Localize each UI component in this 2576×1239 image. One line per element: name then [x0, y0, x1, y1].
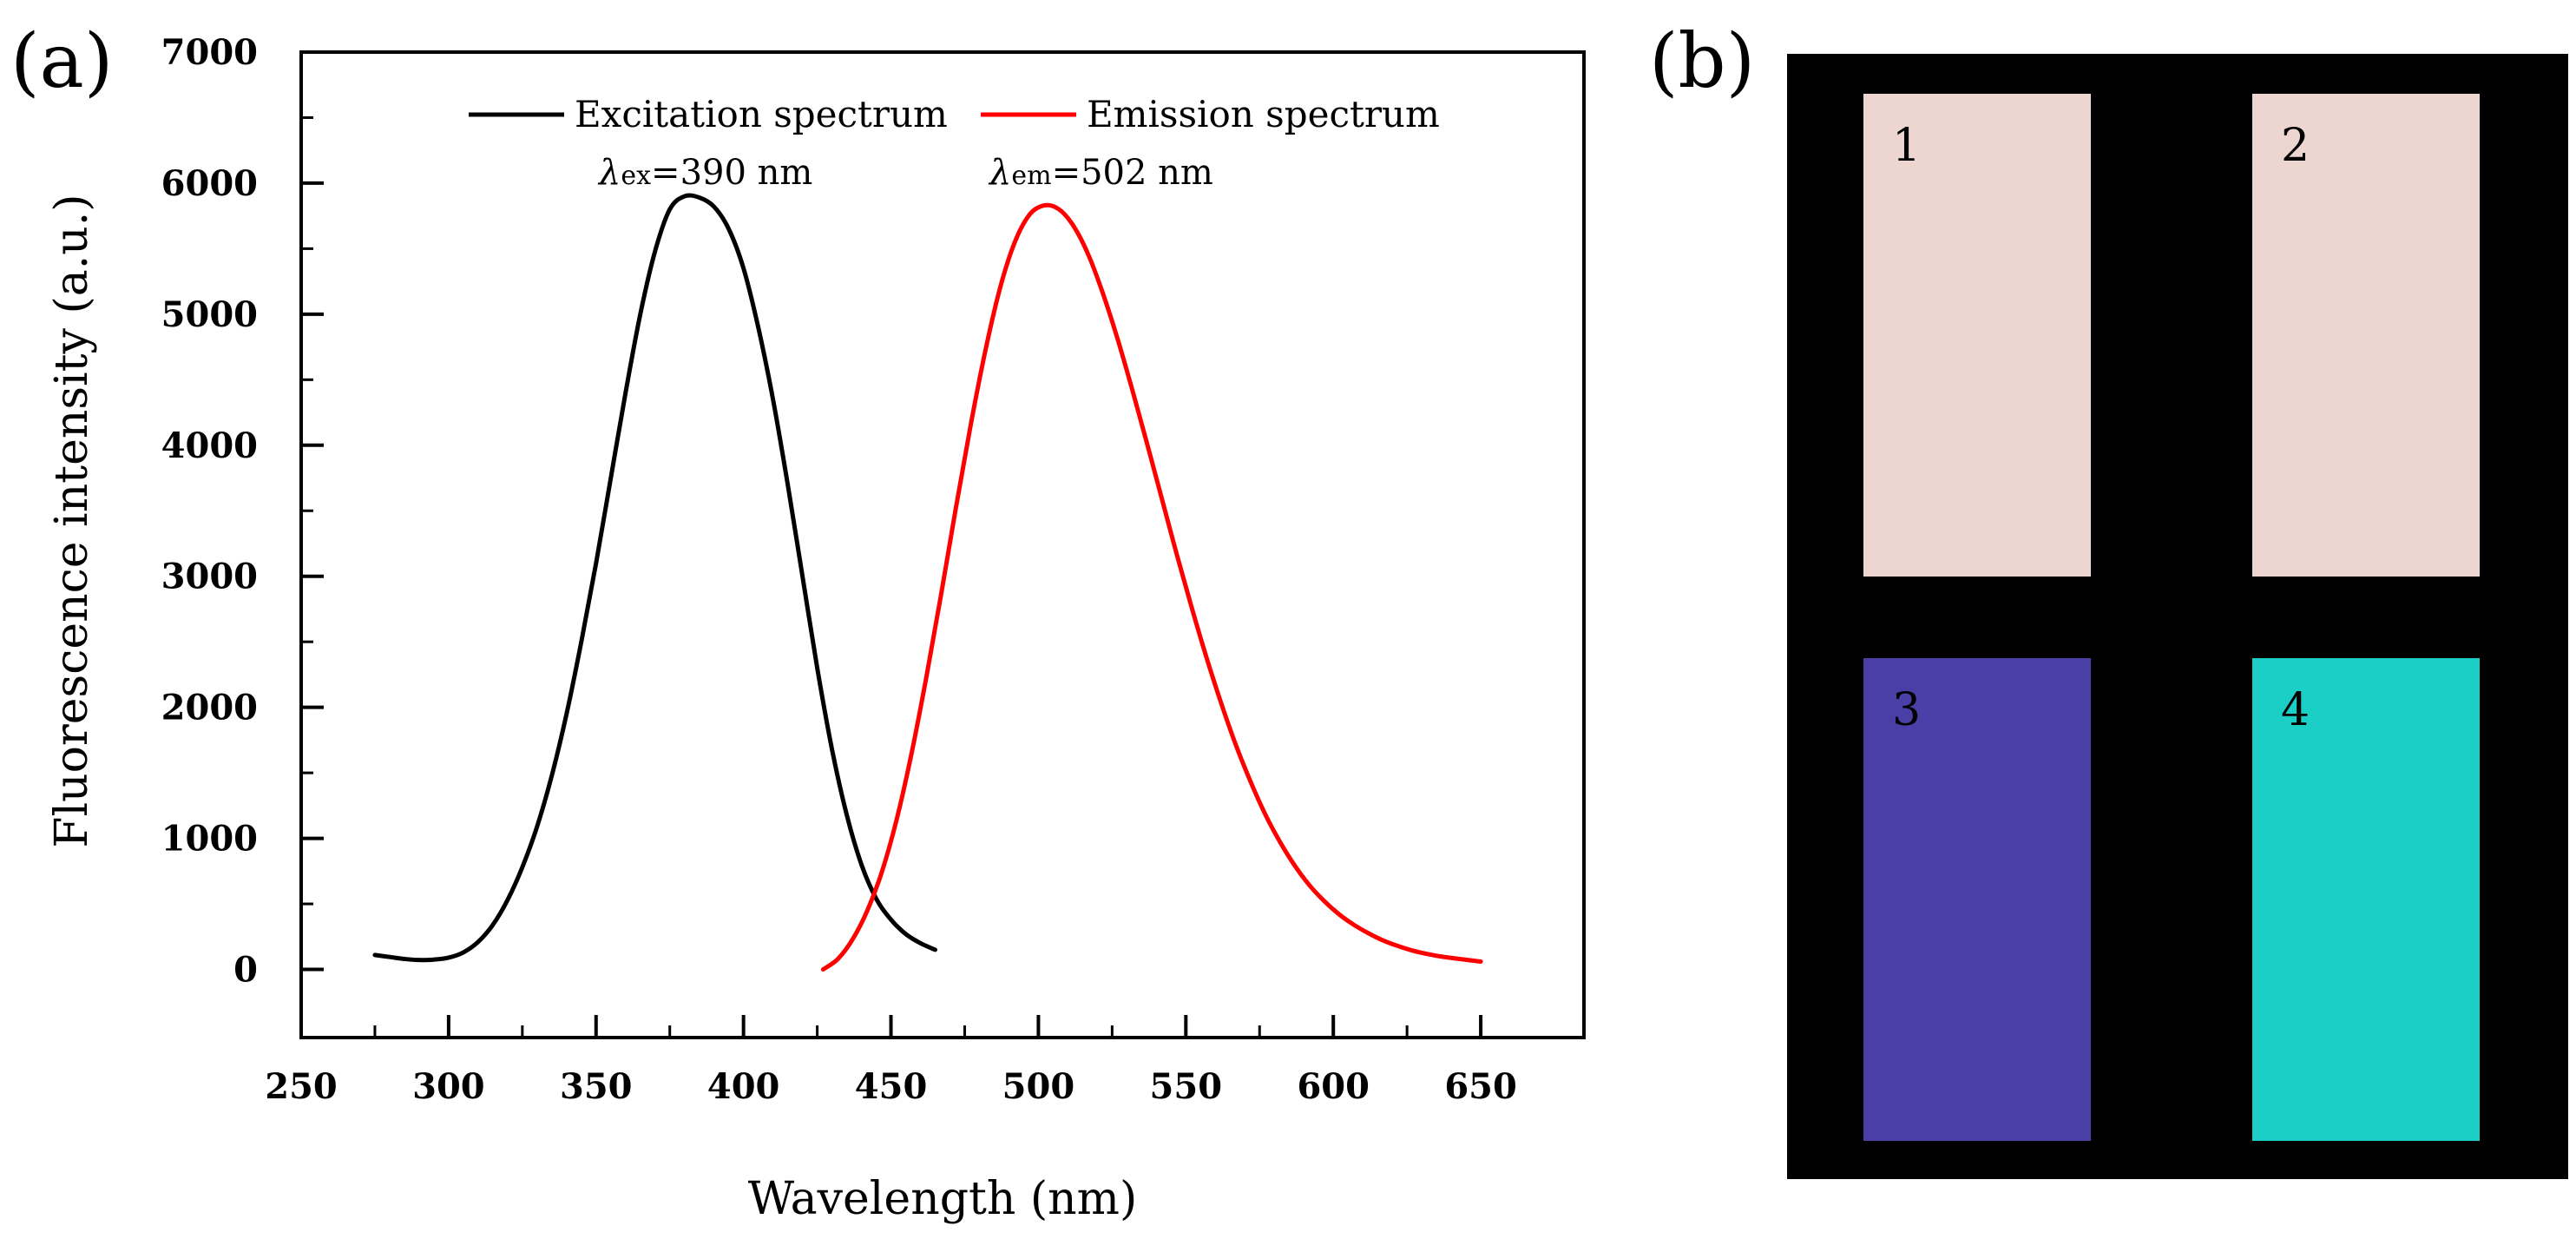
y-tick-label: 7000 [161, 32, 258, 73]
y-tick-label: 6000 [161, 163, 258, 204]
sample-card-4-label: 4 [2281, 684, 2310, 736]
panel-a-label: (a) [10, 18, 113, 105]
legend: Excitation spectrum Emission spectrum [469, 93, 1440, 135]
sample-photo: 1 2 3 4 [1787, 54, 2568, 1179]
y-axis-title: Fluorescence intensity (a.u.) [46, 194, 98, 847]
spectrum-chart: 250 300 350 400 450 500 550 600 650 0 1000 2000 300… [46, 32, 1586, 1225]
annotation-symbol: λ [597, 153, 621, 193]
y-axis: 0 1000 2000 3000 4000 5000 6000 7000 [161, 32, 324, 991]
sample-card-2-label: 2 [2281, 120, 2310, 172]
sample-card-2-surface [2252, 94, 2480, 577]
annotation-symbol: λ [988, 153, 1011, 193]
x-tick-label: 450 [855, 1066, 928, 1107]
x-tick-label: 350 [560, 1066, 633, 1107]
x-tick-label: 650 [1444, 1066, 1517, 1107]
y-tick-label: 1000 [161, 819, 258, 860]
sample-card-4-surface [2252, 658, 2480, 1141]
plot-frame [299, 50, 1586, 1039]
annotation-subscript: ex [621, 161, 651, 191]
legend-label-excitation: Excitation spectrum [575, 93, 948, 135]
sample-card-3-surface [1863, 658, 2091, 1141]
panel-b-label: (b) [1649, 18, 1755, 105]
x-tick-label: 500 [1002, 1066, 1075, 1107]
x-tick-label: 250 [265, 1066, 338, 1107]
annotation-value: =390 nm [651, 153, 812, 193]
x-axis-title: Wavelength (nm) [748, 1173, 1138, 1225]
x-axis: 250 300 350 400 450 500 550 600 650 [265, 1015, 1517, 1107]
emission-peak-annotation: λem=502 nm [988, 153, 1213, 193]
series-lines [372, 193, 1483, 972]
sample-card-1-surface [1863, 94, 2091, 577]
y-tick-label: 5000 [161, 294, 258, 335]
x-tick-label: 300 [412, 1066, 485, 1107]
sample-card-3: 3 [1863, 658, 2091, 1141]
x-tick-label: 600 [1297, 1066, 1370, 1107]
annotation-subscript: em [1011, 161, 1051, 191]
annotation-value: =502 nm [1052, 153, 1213, 193]
sample-card-3-label: 3 [1892, 684, 1921, 736]
sample-card-1-label: 1 [1892, 120, 1921, 172]
emission-series-line [820, 202, 1483, 972]
y-tick-label: 3000 [161, 557, 258, 597]
x-tick-label: 550 [1150, 1066, 1223, 1107]
x-tick-label: 400 [707, 1066, 780, 1107]
sample-card-4: 4 [2252, 658, 2480, 1141]
y-tick-label: 2000 [161, 688, 258, 728]
sample-card-1: 1 [1863, 94, 2091, 577]
legend-label-emission: Emission spectrum [1087, 93, 1440, 135]
excitation-peak-annotation: λex=390 nm [597, 153, 812, 193]
y-tick-label: 0 [233, 950, 258, 991]
y-tick-label: 4000 [161, 425, 258, 466]
sample-card-2: 2 [2252, 94, 2480, 577]
excitation-series-line [372, 193, 938, 963]
